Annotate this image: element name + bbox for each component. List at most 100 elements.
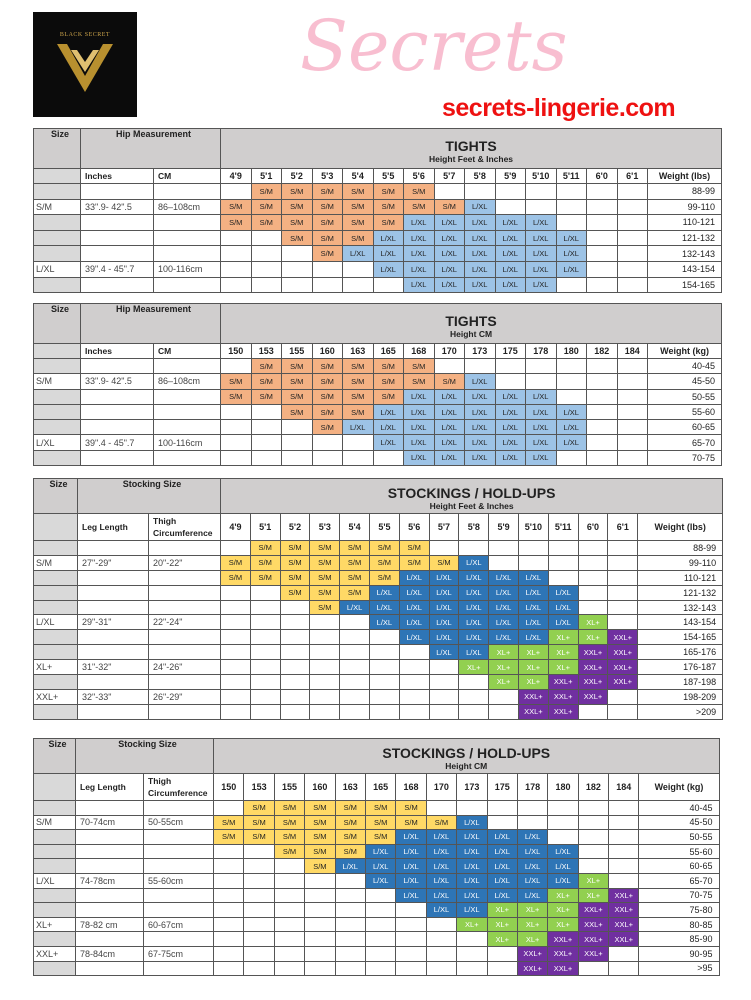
size-cell	[213, 916, 245, 933]
size-cell	[608, 960, 640, 977]
size-cell	[311, 260, 343, 278]
height-header: 173	[464, 343, 496, 359]
table-row: S/M S/M S/M L/XL L/XL L/XL L/XL L/XL L/XL L/XL 55-…	[33, 403, 723, 421]
size-cell: L/XL	[433, 276, 465, 294]
weight-range: 88-99	[647, 183, 722, 200]
size-cell: S/M	[342, 214, 374, 231]
size-cell	[395, 916, 427, 933]
size-cell	[398, 703, 430, 720]
size-cell	[616, 229, 648, 247]
size-cell: L/XL	[516, 829, 549, 845]
size-cell: L/XL	[425, 887, 458, 904]
size-cell: L/XL	[372, 434, 404, 451]
size-cell: L/XL	[428, 644, 460, 661]
size-cell	[249, 659, 281, 676]
size-cell	[220, 674, 251, 690]
size-cell	[220, 276, 252, 294]
size-cell: L/XL	[433, 214, 465, 231]
size-cell: L/XL	[433, 245, 465, 262]
measure-value: 86–108cm	[153, 198, 221, 216]
size-cell: S/M	[334, 814, 366, 831]
size-header: Size	[33, 128, 81, 169]
measure-value	[142, 960, 215, 977]
size-label	[33, 902, 76, 918]
size-cell	[220, 584, 251, 601]
size-cell: S/M	[398, 540, 430, 556]
size-cell	[488, 688, 519, 705]
size-cell: S/M	[250, 214, 282, 231]
size-cell: L/XL	[433, 388, 465, 405]
chart-title: TIGHTS Height CM	[219, 303, 723, 344]
table-row: S/M 33".9- 42".5 86–108cm S/M S/M S/M S/M S/M S/…	[33, 373, 723, 390]
size-cell	[616, 198, 648, 216]
height-header: 153	[243, 773, 275, 801]
height-header: 5'5	[372, 168, 404, 184]
size-cell: L/XL	[428, 599, 460, 616]
size-cell	[608, 800, 640, 816]
size-cell: S/M	[364, 800, 397, 816]
size-label	[33, 357, 81, 375]
weight-range: 50-55	[646, 388, 723, 405]
size-cell: L/XL	[525, 229, 557, 247]
size-cell	[607, 688, 639, 705]
table-row: S/M S/M S/M L/XL L/XL L/XL L/XL L/XL L/XL L/XL 55-…	[33, 843, 720, 860]
measure-value: 24"-26"	[147, 659, 222, 676]
size-cell	[608, 814, 640, 831]
size-cell	[339, 614, 370, 631]
size-cell: S/M	[342, 198, 374, 216]
size-cell: S/M	[364, 814, 397, 831]
size-cell	[555, 276, 587, 294]
height-header: 168	[395, 773, 427, 801]
size-cell	[608, 945, 640, 962]
size-cell: S/M	[372, 388, 404, 405]
size-cell: S/M	[304, 843, 336, 860]
table-row: S/M S/M S/M L/XL L/XL L/XL L/XL L/XL L/XL L/XL 121…	[33, 584, 724, 601]
size-cell: L/XL	[456, 829, 488, 845]
measure-value	[80, 419, 154, 436]
size-cell: L/XL	[425, 872, 458, 889]
size-cell: L/XL	[372, 229, 404, 247]
height-header: 5'3	[311, 168, 343, 184]
measure-value	[80, 403, 154, 421]
measure-value	[153, 449, 221, 467]
table-row: XXL+ XXL+ >95	[33, 960, 720, 977]
size-cell	[220, 403, 252, 421]
size-cell: L/XL	[525, 419, 557, 436]
size-cell	[525, 198, 557, 216]
size-cell: S/M	[304, 814, 336, 831]
size-cell: S/M	[334, 843, 366, 860]
size-cell: L/XL	[547, 614, 579, 631]
height-header: 178	[525, 343, 557, 359]
size-cell: S/M	[304, 829, 336, 845]
size-cell	[279, 644, 311, 661]
size-cell: L/XL	[425, 829, 458, 845]
size-label	[33, 599, 78, 616]
size-cell: L/XL	[403, 434, 435, 451]
measure-value	[75, 902, 144, 918]
size-cell	[425, 931, 458, 947]
measure-value: 78-84cm	[75, 945, 144, 962]
size-cell: S/M	[311, 214, 343, 231]
measure-header: Leg Length	[77, 513, 149, 541]
size-cell	[547, 800, 579, 816]
height-header: 6'0	[577, 513, 609, 541]
size-cell	[458, 674, 490, 690]
size-cell: L/XL	[555, 419, 587, 436]
table-row: L/XL L/XL L/XL L/XL L/XL XL+ XL+ XXL+ 154-165	[33, 629, 724, 646]
size-cell	[428, 540, 460, 556]
measure-header: CM	[153, 168, 221, 184]
size-cell: XXL+	[577, 688, 609, 705]
size-cell: L/XL	[525, 403, 557, 421]
size-cell: XL+	[577, 614, 609, 631]
size-cell	[398, 659, 430, 676]
size-cell	[607, 540, 639, 556]
size-cell	[273, 960, 306, 977]
height-header: 184	[608, 773, 640, 801]
size-cell	[250, 229, 282, 247]
size-cell	[249, 599, 281, 616]
size-cell	[555, 183, 587, 200]
size-cell: S/M	[309, 554, 341, 571]
size-cell	[339, 629, 370, 646]
weight-header: Weight (lbs)	[637, 513, 724, 541]
size-cell: L/XL	[486, 829, 518, 845]
